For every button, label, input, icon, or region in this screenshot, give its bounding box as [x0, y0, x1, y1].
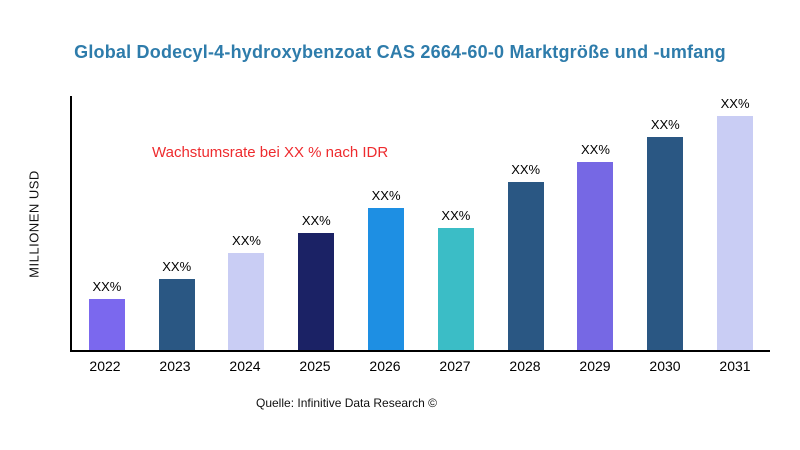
bar-column: XX% [421, 96, 491, 350]
bar-column: XX% [281, 96, 351, 350]
chart-title: Global Dodecyl-4-hydroxybenzoat CAS 2664… [74, 42, 726, 62]
bar [368, 207, 405, 350]
bar-value-label: XX% [301, 213, 331, 229]
x-tick-label: 2025 [299, 358, 331, 374]
bar-value-label: XX% [441, 208, 471, 224]
x-tick-label: 2030 [649, 358, 681, 374]
bar-column: XX% [700, 96, 770, 350]
bar-column: XX% [72, 96, 142, 350]
bar-column: XX% [351, 96, 421, 350]
x-tick-label: 2023 [159, 358, 191, 374]
bar [577, 162, 614, 350]
bar-column: XX% [630, 96, 700, 350]
y-axis-label: MILLIONEN USD [26, 170, 42, 278]
bar [647, 136, 684, 350]
bar [507, 182, 544, 350]
bar-value-label: XX% [720, 96, 750, 112]
bar-value-label: XX% [581, 142, 610, 158]
x-tick-label: 2026 [369, 358, 401, 374]
bar-value-label: XX% [92, 279, 122, 295]
x-tick-label: 2028 [509, 358, 541, 374]
bar-column: XX% [212, 96, 282, 350]
plot-area: Wachstumsrate bei XX % nach IDR XX% XX% XX… [70, 96, 770, 352]
bar-value-label: XX% [371, 187, 401, 203]
x-axis-labels: 2022 2023 2024 2025 2026 2027 2028 2029 2030 2031 [70, 358, 770, 374]
bar [437, 228, 474, 350]
x-tick-label: 2022 [89, 358, 121, 374]
growth-rate-annotation: Wachstumsrate bei XX % nach IDR [152, 144, 389, 161]
x-tick-label: 2024 [229, 358, 261, 374]
bar [717, 116, 754, 350]
bar-value-label: XX% [650, 116, 680, 132]
bar-column: XX% [561, 96, 631, 350]
source-caption: Quelle: Infinitive Data Research © [256, 396, 437, 410]
x-tick-label: 2031 [719, 358, 751, 374]
bar-value-label: XX% [511, 162, 541, 178]
x-tick-label: 2029 [579, 358, 611, 374]
bar [158, 278, 195, 350]
bar-column: XX% [142, 96, 212, 350]
bar [298, 233, 335, 350]
bar-value-label: XX% [162, 258, 192, 274]
bar-value-label: XX% [232, 233, 261, 249]
x-tick-label: 2027 [439, 358, 471, 374]
bar-column: XX% [491, 96, 561, 350]
bar [88, 299, 125, 350]
bar [228, 253, 265, 350]
